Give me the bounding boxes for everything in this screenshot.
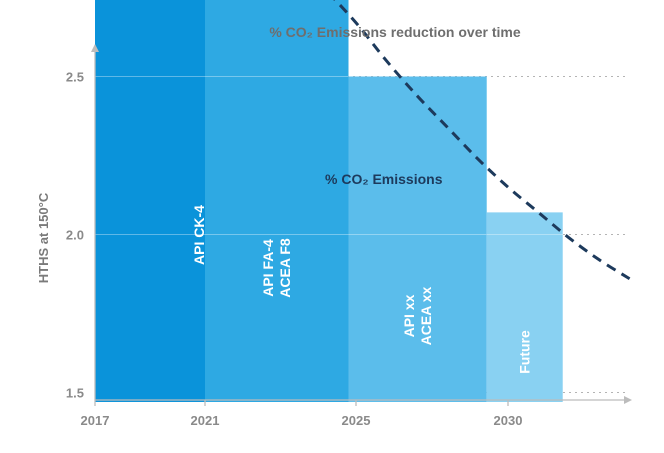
x-tick-label: 2030	[494, 413, 523, 428]
bar-3	[348, 76, 487, 402]
chart-title: % CO₂ Emissions reduction over time	[269, 24, 520, 40]
bar-label-4: Future	[517, 330, 533, 374]
bar-label-line: API CK-4	[191, 205, 207, 265]
y-tick-label: 2.5	[66, 70, 84, 85]
y-axis-label: HTHS at 150°C	[36, 192, 51, 283]
curve-label: % CO₂ Emissions	[325, 171, 443, 187]
x-tick-label: 2017	[81, 413, 110, 428]
bar-2	[205, 0, 349, 402]
labels: % CO₂ Emissions reduction over time HTHS…	[36, 24, 521, 283]
x-tick-label: 2021	[191, 413, 220, 428]
bar-label-2: API FA-4ACEA F8	[260, 238, 293, 298]
emissions-curve	[333, 0, 631, 281]
y-tick-label: 1.5	[66, 386, 84, 401]
bar-label-line: API xx	[401, 294, 417, 337]
bar-label-line: Future	[517, 330, 533, 374]
x-axis-arrow	[624, 396, 632, 404]
y-axis-arrow	[91, 44, 99, 52]
curve-dashed-segment	[333, 0, 631, 281]
bar-label-line: ACEA xx	[418, 286, 434, 345]
bar-label-line: API FA-4	[260, 239, 276, 297]
bar-4	[486, 212, 563, 402]
bar-label-line: ACEA F8	[277, 238, 293, 298]
y-tick-label: 2.0	[66, 228, 84, 243]
x-tick-label: 2025	[342, 413, 371, 428]
bar-label-3: API xxACEA xx	[401, 286, 434, 345]
